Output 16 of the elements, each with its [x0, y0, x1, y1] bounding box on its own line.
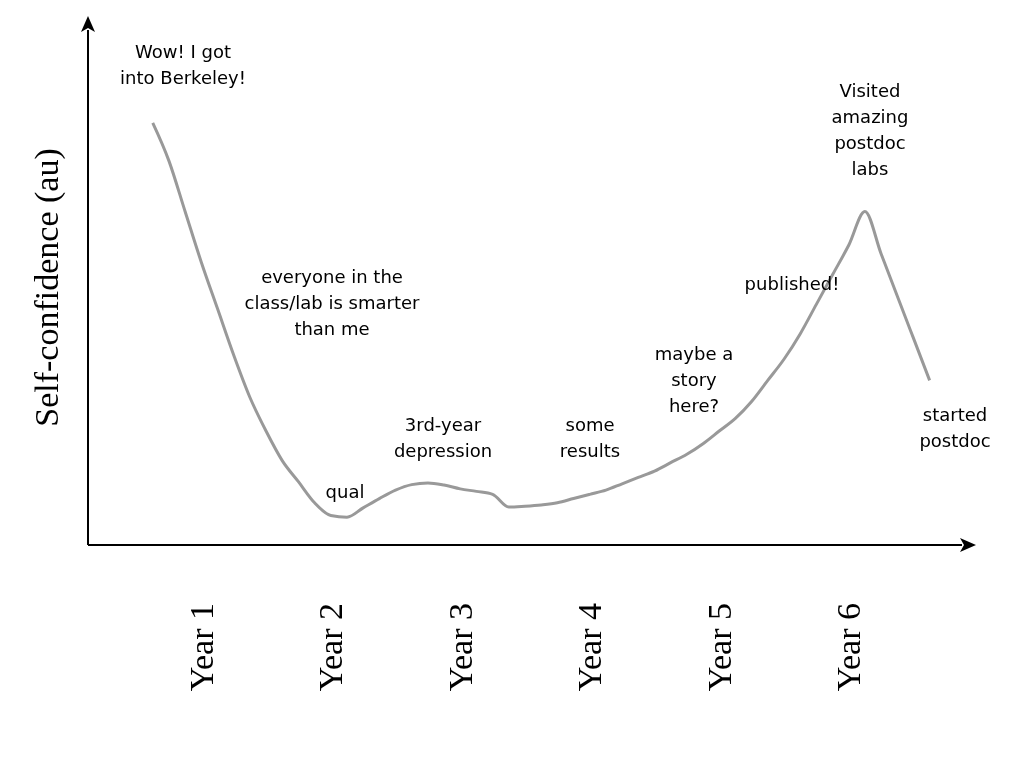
x-tick-label: Year 1: [182, 603, 220, 692]
x-tick-label: Year 5: [700, 603, 738, 692]
annotation: started postdoc: [919, 403, 991, 453]
x-tick-label: Year 2: [312, 603, 350, 692]
annotation: some results: [559, 413, 621, 463]
annotation: maybe a story here?: [654, 342, 734, 418]
annotation: everyone in the class/lab is smarter than me: [244, 265, 420, 341]
x-tick-label: Year 6: [830, 603, 868, 692]
annotation: qual: [325, 480, 365, 504]
x-tick-label: Year 4: [571, 603, 609, 692]
y-axis-title: Self-confidence (au): [28, 148, 67, 427]
annotation: Visited amazing postdoc labs: [831, 79, 909, 181]
annotation: 3rd-year depression: [393, 413, 493, 463]
x-tick-label: Year 3: [441, 603, 479, 692]
annotation: published!: [744, 272, 840, 296]
text: Wow! I got into Berkeley!: [120, 40, 246, 90]
